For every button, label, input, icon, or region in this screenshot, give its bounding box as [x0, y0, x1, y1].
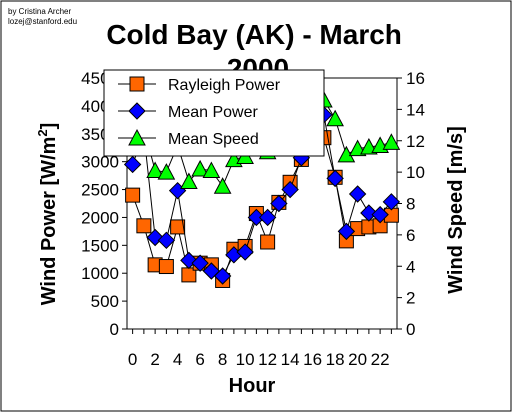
data-point-mean-power [191, 254, 209, 272]
y-axis-right-label: Wind Speed [m/s] [445, 126, 467, 294]
y-axis-left-label-end: ] [38, 123, 60, 130]
x-tick-label: 2 [150, 350, 159, 369]
data-point-mean-power [360, 204, 378, 222]
data-point-mean-speed [191, 159, 209, 177]
legend: Rayleigh Power Mean Power Mean Speed [103, 69, 325, 157]
data-point-mean-speed [146, 161, 164, 179]
y-right-tick-label: 14 [406, 100, 425, 119]
data-point-mean-power [213, 267, 232, 285]
data-point-mean-power [236, 243, 254, 261]
x-tick-label: 0 [128, 350, 137, 369]
y-right-tick-label: 4 [406, 257, 415, 276]
y-left-tick-label: 0 [110, 320, 119, 339]
y-axis-left-label-superscript: 2 [35, 129, 50, 136]
data-point-mean-power [157, 231, 176, 250]
data-point-mean-power [281, 180, 299, 199]
x-tick-label: 4 [173, 350, 182, 369]
data-point-mean-power [123, 155, 142, 174]
data-point-rayleigh-power [158, 259, 174, 275]
legend-label-rayleigh-power: Rayleigh Power [168, 77, 281, 94]
data-point-rayleigh-power [170, 219, 186, 235]
data-point-mean-power [348, 185, 367, 203]
x-tick-label: 14 [281, 350, 300, 369]
x-tick-label: 10 [236, 350, 255, 369]
data-point-mean-speed [157, 163, 176, 180]
data-point-rayleigh-power [136, 218, 152, 234]
legend-label-mean-power: Mean Power [168, 104, 258, 121]
data-point-mean-power [337, 222, 356, 241]
y-right-tick-label: 6 [406, 226, 415, 245]
x-tick-label: 8 [218, 350, 227, 369]
y-left-tick-label: 1000 [81, 264, 119, 283]
data-point-mean-speed [382, 133, 401, 150]
legend-marker-mean-speed [128, 128, 146, 146]
data-point-rayleigh-power [260, 234, 276, 250]
data-point-mean-power [371, 205, 389, 224]
y-right-tick-label: 2 [406, 289, 415, 308]
y-left-tick-label: 2000 [81, 208, 119, 227]
x-tick-label: 20 [348, 350, 367, 369]
y-right-tick-label: 12 [406, 132, 425, 151]
data-point-mean-power [258, 208, 277, 227]
x-tick-label: 18 [326, 350, 345, 369]
credit-line-2: lozej@stanford.edu [8, 17, 77, 26]
data-point-mean-power [326, 169, 344, 188]
data-point-mean-speed [213, 177, 232, 194]
y-left-tick-label: 2500 [81, 181, 119, 200]
y-right-tick-label: 0 [406, 320, 415, 339]
y-left-tick-label: 500 [91, 292, 119, 311]
y-right-tick-label: 16 [406, 69, 425, 88]
data-point-mean-power [382, 193, 401, 211]
x-tick-label: 22 [371, 350, 390, 369]
x-tick-label: 16 [303, 350, 322, 369]
x-tick-label: 12 [258, 350, 277, 369]
x-axis-label: Hour [229, 375, 276, 397]
x-tick-label: 6 [195, 350, 204, 369]
y-right-tick-label: 10 [406, 163, 425, 182]
y-axis-left-label-main: Wind Power [W/m [38, 137, 60, 306]
y-right-tick-label: 8 [406, 195, 415, 214]
data-point-mean-speed [326, 109, 344, 127]
data-point-mean-speed [180, 172, 198, 190]
data-point-mean-power [270, 194, 288, 213]
chart-title-line-1: Cold Bay (AK) - March [106, 19, 402, 50]
y-axis-left-label: Wind Power [W/m2] [35, 123, 60, 306]
legend-marker-rayleigh-power [129, 76, 145, 92]
y-left-tick-label: 1500 [81, 236, 119, 255]
data-point-rayleigh-power [125, 187, 141, 203]
legend-marker-mean-power [128, 102, 146, 120]
legend-label-mean-speed: Mean Speed [168, 131, 259, 148]
y-left-tick-label: 3000 [81, 153, 119, 172]
data-point-mean-speed [202, 161, 221, 179]
credit-line-1: by Cristina Archer [8, 7, 71, 16]
